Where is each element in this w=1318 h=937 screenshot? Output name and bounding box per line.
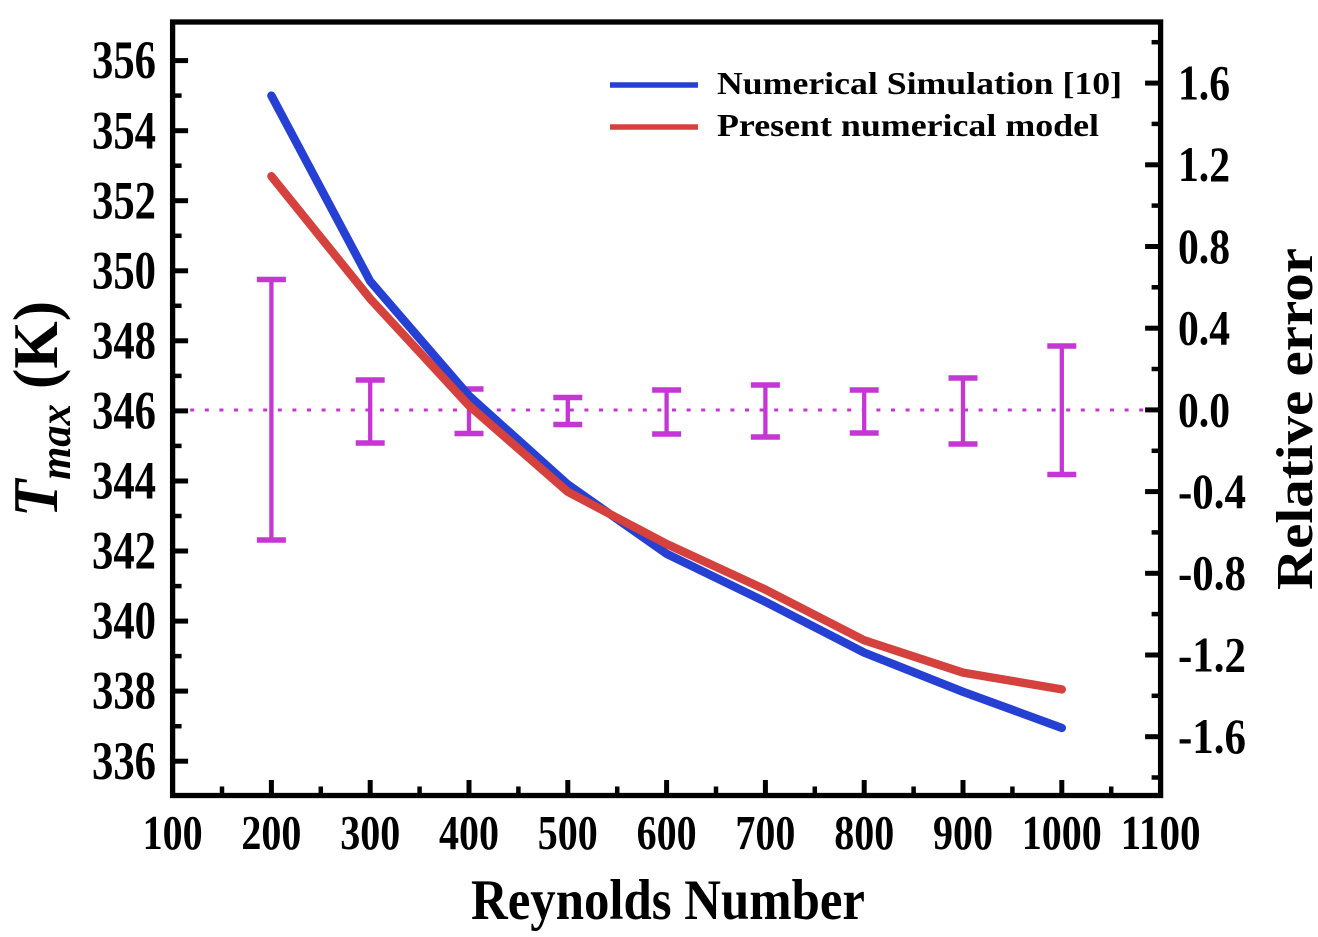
svg-text:340: 340 xyxy=(92,591,156,651)
svg-text:-0.4: -0.4 xyxy=(1178,463,1246,519)
svg-text:338: 338 xyxy=(92,661,156,721)
svg-text:1.2: 1.2 xyxy=(1178,136,1230,192)
svg-text:-1.2: -1.2 xyxy=(1178,626,1246,682)
svg-text:700: 700 xyxy=(735,805,795,860)
svg-text:336: 336 xyxy=(92,731,156,791)
svg-text:Tmax (K): Tmax (K) xyxy=(1,301,80,517)
svg-text:354: 354 xyxy=(92,100,156,160)
svg-text:356: 356 xyxy=(92,30,156,90)
svg-text:500: 500 xyxy=(538,805,598,860)
svg-text:300: 300 xyxy=(340,805,400,860)
svg-text:900: 900 xyxy=(933,805,993,860)
svg-text:-0.8: -0.8 xyxy=(1178,545,1246,601)
svg-text:1.6: 1.6 xyxy=(1178,55,1230,111)
svg-text:100: 100 xyxy=(143,805,203,860)
svg-text:348: 348 xyxy=(92,310,156,370)
svg-text:Numerical Simulation [10]: Numerical Simulation [10] xyxy=(717,65,1122,101)
svg-text:200: 200 xyxy=(241,805,301,860)
svg-text:Present numerical model: Present numerical model xyxy=(717,107,1099,143)
svg-text:352: 352 xyxy=(92,170,156,230)
svg-text:1100: 1100 xyxy=(1121,805,1201,860)
svg-text:1000: 1000 xyxy=(1022,805,1102,860)
svg-text:0.4: 0.4 xyxy=(1178,300,1230,356)
svg-text:400: 400 xyxy=(439,805,499,860)
svg-text:342: 342 xyxy=(92,521,156,581)
svg-text:-1.6: -1.6 xyxy=(1178,708,1246,764)
svg-text:800: 800 xyxy=(834,805,894,860)
svg-text:350: 350 xyxy=(92,240,156,300)
svg-text:Reynolds Number: Reynolds Number xyxy=(471,869,865,932)
svg-text:344: 344 xyxy=(92,451,156,511)
svg-text:346: 346 xyxy=(92,381,156,441)
svg-text:600: 600 xyxy=(637,805,697,860)
svg-text:Relative error: Relative error xyxy=(1267,248,1318,590)
svg-text:0.0: 0.0 xyxy=(1178,381,1230,437)
svg-text:0.8: 0.8 xyxy=(1178,218,1230,274)
